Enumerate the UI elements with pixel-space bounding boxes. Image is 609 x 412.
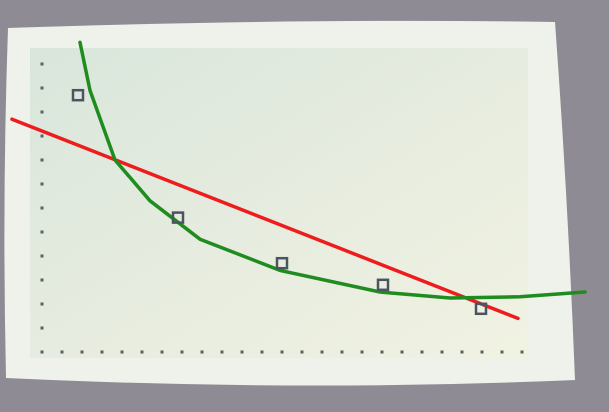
x-tick-dot	[101, 351, 104, 354]
y-tick-dot	[41, 327, 44, 330]
y-tick-dot	[41, 351, 44, 354]
x-tick-dot	[401, 351, 404, 354]
page: (() => { const data = JSON.parse(documen…	[0, 0, 609, 412]
x-tick-dot	[301, 351, 304, 354]
x-tick-dot	[521, 351, 524, 354]
x-tick-dot	[341, 351, 344, 354]
y-tick-dot	[41, 63, 44, 66]
x-tick-dot	[441, 351, 444, 354]
x-tick-dot	[121, 351, 124, 354]
x-tick-dot	[381, 351, 384, 354]
x-tick-dot	[161, 351, 164, 354]
y-tick-dot	[41, 207, 44, 210]
x-tick-dot	[321, 351, 324, 354]
y-tick-dot	[41, 183, 44, 186]
x-tick-dot	[221, 351, 224, 354]
x-tick-dot	[141, 351, 144, 354]
x-tick-dot	[181, 351, 184, 354]
x-tick-dot	[61, 351, 64, 354]
y-tick-dot	[41, 303, 44, 306]
x-tick-dot	[81, 351, 84, 354]
x-tick-dot	[501, 351, 504, 354]
x-tick-dot	[421, 351, 424, 354]
y-tick-dot	[41, 231, 44, 234]
lcd-area	[30, 48, 528, 358]
y-tick-dot	[41, 135, 44, 138]
y-tick-dot	[41, 159, 44, 162]
x-tick-dot	[361, 351, 364, 354]
x-tick-dot	[481, 351, 484, 354]
x-tick-dot	[281, 351, 284, 354]
y-tick-dot	[41, 87, 44, 90]
x-tick-dot	[201, 351, 204, 354]
y-tick-dot	[41, 279, 44, 282]
y-tick-dot	[41, 255, 44, 258]
screen-photo	[0, 0, 609, 412]
x-tick-dot	[241, 351, 244, 354]
x-tick-dot	[261, 351, 264, 354]
y-tick-dot	[41, 111, 44, 114]
x-tick-dot	[461, 351, 464, 354]
